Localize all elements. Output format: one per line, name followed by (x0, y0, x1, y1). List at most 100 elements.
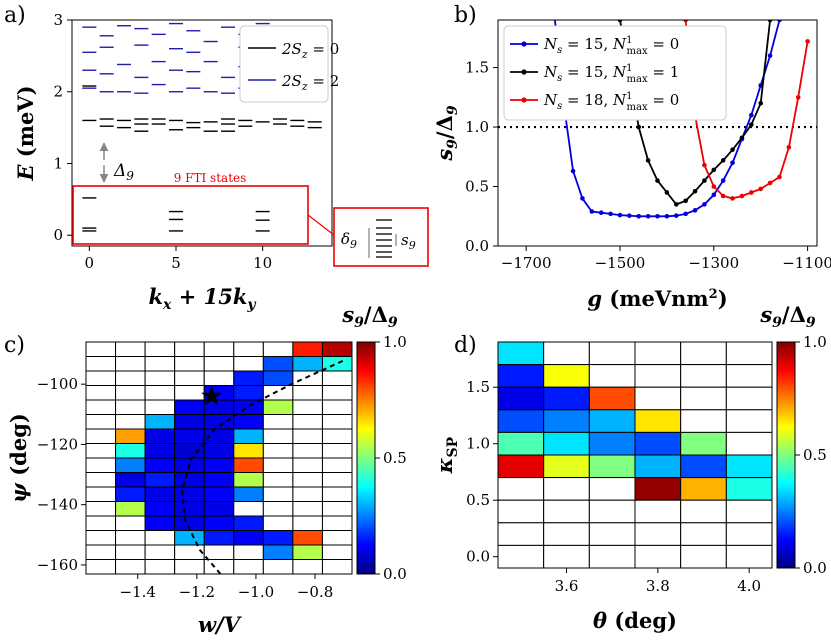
series-point-1 (636, 213, 642, 219)
y-tick-label: −100 (37, 375, 78, 393)
heatmap-cell (497, 522, 545, 546)
dashed-curve (181, 359, 346, 575)
y-tick-label: 1.5 (465, 59, 489, 77)
heatmap-cell (321, 428, 353, 444)
heatmap-cell (543, 431, 590, 456)
heatmap-cell (174, 428, 205, 444)
series-point-1 (645, 213, 651, 219)
x-tick-label: −1300 (688, 254, 739, 272)
y-tick-label: 1.0 (465, 118, 489, 136)
heatmap-cell (725, 386, 773, 411)
heatmap-cell (144, 341, 176, 357)
heatmap-cell (262, 457, 294, 473)
heatmap-cell (174, 399, 205, 415)
heatmap-cell (292, 530, 323, 546)
series-point-2 (767, 20, 773, 23)
x-tick-label: −1100 (782, 254, 831, 272)
series-point-3 (711, 184, 717, 189)
heatmap-cell (680, 409, 727, 433)
heatmap-cell (543, 477, 590, 501)
heatmap-cell (233, 559, 264, 575)
heatmap-cell (115, 486, 146, 502)
heatmap-cell (174, 370, 205, 386)
heatmap-cell (588, 477, 636, 501)
x-tick-label: −1.2 (179, 583, 215, 601)
heatmap-cell (543, 341, 590, 366)
x-tick-label: −1500 (595, 254, 646, 272)
heatmap-cell (725, 431, 773, 456)
y-tick-label: 2 (53, 83, 63, 101)
series-point-3 (739, 193, 745, 199)
series-point-1 (673, 213, 679, 218)
heatmap-cell (680, 499, 727, 524)
heatmap-cell (85, 530, 117, 546)
heatmap-cell (543, 364, 590, 388)
series-point-1 (617, 212, 623, 218)
heatmap-cell (174, 385, 205, 401)
heatmap-cell (115, 414, 146, 430)
series-point-3 (702, 162, 707, 168)
heatmap-cell (115, 356, 146, 372)
heatmap-cell (680, 522, 727, 546)
x-tick-label: 3.8 (646, 577, 670, 595)
series-point-1 (683, 211, 688, 217)
heatmap-cell (203, 501, 235, 517)
colorbar-title: s9/Δ9 (341, 302, 398, 331)
heatmap-cell (233, 414, 264, 430)
heatmap-cell (321, 385, 353, 401)
heatmap-cell (233, 356, 264, 372)
series-group (554, 20, 810, 219)
heatmap-cell (680, 477, 727, 501)
heatmap-cell (321, 457, 353, 473)
heatmap-cell (588, 364, 636, 388)
heatmap-cell (725, 544, 773, 569)
heatmap-cell (115, 428, 146, 444)
heatmap-cell (233, 501, 264, 517)
heatmap-cell (634, 544, 682, 569)
series-point-3 (805, 39, 810, 44)
series-point-1 (702, 202, 707, 207)
x-tick-label: −1.4 (120, 583, 156, 601)
series-point-2 (673, 202, 679, 207)
heatmap-cell (203, 370, 235, 386)
x-axis-label: w/V (198, 612, 243, 637)
heatmap-cell (85, 501, 117, 517)
heatmap-cell (588, 341, 636, 366)
heatmap-cell (144, 472, 176, 488)
heatmap-cell (115, 501, 146, 517)
series-point-1 (777, 20, 782, 23)
colorbar-tick-label: 0.5 (383, 449, 407, 467)
legend-marker-1 (521, 41, 527, 47)
heatmap-cell (680, 454, 727, 479)
series-point-2 (692, 188, 698, 194)
colorbar-tick-label: 0.0 (383, 565, 407, 583)
heatmap-cell (321, 472, 353, 488)
heatmap-cell (203, 486, 235, 502)
legend-box (239, 25, 329, 103)
heatmap-cell (233, 399, 264, 415)
heatmap-cell (262, 341, 294, 357)
series-point-2 (636, 124, 642, 130)
heatmap-cell (497, 409, 545, 433)
heatmap-cell (262, 443, 294, 459)
x-tick-label: 0 (85, 254, 95, 272)
heatmap-cell (144, 515, 176, 531)
heatmap-cell (588, 499, 636, 524)
series-point-1 (692, 208, 698, 213)
axes-frame (71, 19, 333, 247)
heatmap-cell (292, 428, 323, 444)
series-point-1 (664, 213, 670, 219)
heatmap-cell (203, 544, 235, 560)
heatmap-cell (292, 457, 323, 473)
heatmap-cell (115, 341, 146, 357)
heatmap-cell (85, 443, 117, 459)
heatmap-cell (85, 399, 117, 415)
series-line-3 (684, 20, 809, 200)
heatmap-cell (321, 356, 353, 372)
heatmap-cell (144, 443, 176, 459)
y-tick-label: 0.5 (466, 491, 490, 509)
heatmap-cell (144, 501, 176, 517)
series-point-3 (767, 180, 773, 186)
heatmap-cell (262, 356, 294, 372)
heatmap-cell (144, 385, 176, 401)
